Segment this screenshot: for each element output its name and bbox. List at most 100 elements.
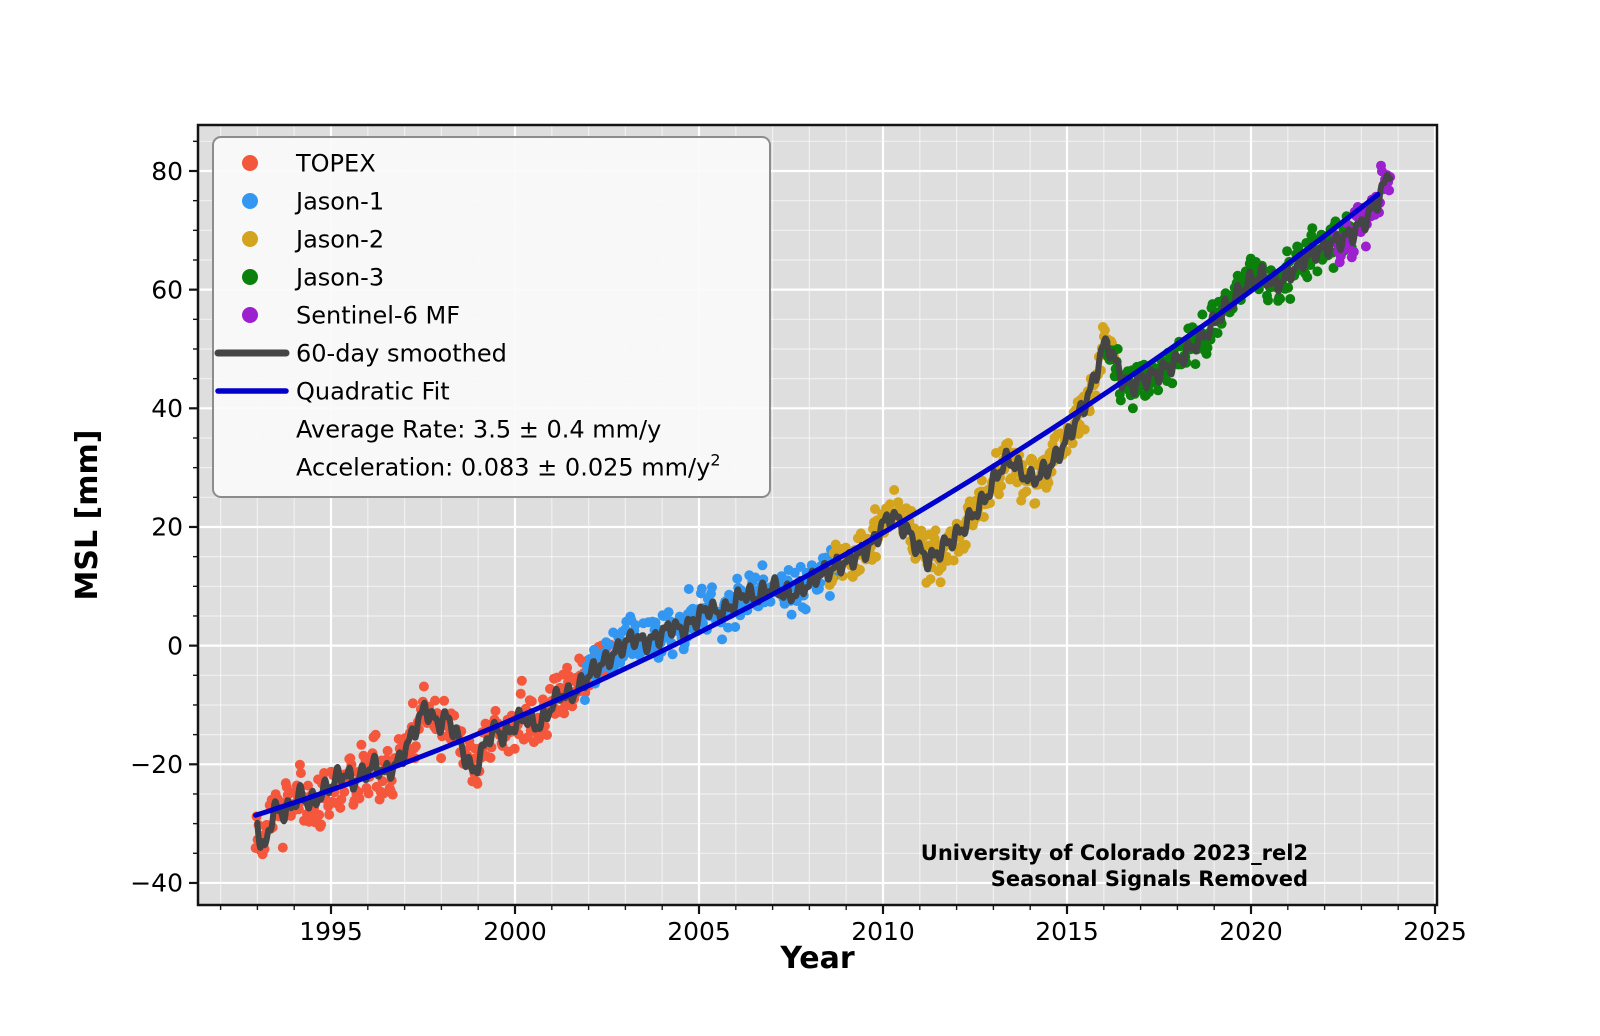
data-point [757, 560, 768, 571]
y-tick-label: −20 [130, 750, 183, 779]
data-point [663, 607, 674, 618]
data-point [407, 698, 418, 709]
data-point [730, 622, 741, 632]
data-point [1263, 295, 1273, 306]
data-point [1202, 342, 1213, 353]
y-tick-label: 20 [151, 513, 183, 542]
legend-item-0: TOPEX [242, 149, 376, 177]
legend-label: TOPEX [295, 149, 376, 177]
data-point [303, 780, 313, 791]
data-point [1285, 294, 1296, 304]
quadratic-fit-line [253, 192, 1381, 818]
data-point [485, 752, 496, 763]
y-tick-label: 60 [151, 275, 183, 304]
data-point [314, 809, 325, 820]
data-point [418, 681, 429, 692]
legend-label: Jason-1 [294, 187, 384, 215]
x-tick-label: 2020 [1219, 917, 1283, 946]
legend-marker-dot [242, 307, 258, 323]
data-point [1197, 309, 1208, 320]
source-annotation-line2: Seasonal Signals Removed [991, 867, 1308, 891]
data-point [786, 609, 797, 620]
data-point [542, 730, 552, 740]
axis-ticks [189, 140, 1437, 914]
legend-marker-dot [242, 155, 258, 171]
x-tick-label: 2015 [1035, 917, 1099, 946]
x-tick-label: 1995 [299, 917, 363, 946]
data-point [1307, 223, 1318, 234]
y-tick-label: 80 [151, 157, 183, 186]
legend-marker-dot [242, 269, 258, 285]
legend-marker-dot [242, 193, 258, 209]
plot-border [196, 123, 1439, 907]
data-point [515, 688, 526, 699]
data-point [339, 786, 350, 797]
data-point [935, 577, 946, 588]
data-point [960, 539, 971, 550]
data-point [630, 620, 641, 630]
source-annotation-line1: University of Colorado 2023_rel2 [921, 841, 1308, 865]
data-point [295, 768, 306, 779]
data-point [870, 504, 880, 515]
data-point [363, 788, 374, 799]
legend-label: Quadratic Fit [296, 377, 450, 405]
data-point [1067, 438, 1078, 449]
data-point [490, 705, 501, 716]
data-point [1021, 486, 1032, 497]
legend: TOPEX Jason-1 Jason-2 Jason-3 Sentinel-6 MF 6… [212, 136, 771, 498]
data-point [948, 555, 959, 566]
data-point [1275, 293, 1286, 304]
x-tick-label: 2005 [667, 917, 731, 946]
data-point [370, 729, 381, 740]
data-point [996, 481, 1007, 491]
data-point [667, 649, 678, 660]
data-point [1282, 246, 1293, 257]
legend-item-4: Sentinel-6 MF [242, 301, 460, 329]
x-tick-label: 2025 [1403, 917, 1467, 946]
data-point [382, 745, 393, 756]
data-point [1115, 395, 1126, 406]
data-point [696, 583, 707, 594]
legend-item-8: Acceleration: 0.083 ± 0.025 mm/y2 [296, 450, 721, 481]
data-point [978, 512, 989, 522]
data-point [1153, 385, 1164, 396]
legend-label: Sentinel-6 MF [296, 301, 460, 329]
data-point [335, 802, 346, 813]
data-point [604, 639, 615, 650]
legend-item-6: Quadratic Fit [215, 377, 450, 405]
data-point [732, 573, 743, 584]
data-point [994, 489, 1004, 500]
data-point [277, 842, 288, 853]
data-point [683, 584, 694, 594]
data-point [294, 759, 305, 770]
data-point [509, 743, 520, 754]
data-point [516, 675, 527, 686]
data-point [316, 819, 327, 830]
data-point [925, 574, 936, 585]
legend-label: Jason-3 [294, 263, 384, 291]
data-point [533, 733, 544, 744]
data-point [885, 499, 896, 510]
data-point [750, 572, 761, 583]
data-point [436, 753, 447, 764]
data-point [1003, 438, 1014, 448]
data-point [1302, 272, 1313, 283]
data-point [430, 695, 440, 706]
data-point [871, 551, 881, 562]
data-point [1099, 325, 1110, 336]
data-point [410, 741, 421, 752]
data-point [356, 739, 367, 750]
data-point [567, 701, 578, 712]
data-point [889, 485, 900, 495]
data-point [472, 778, 483, 789]
y-tick-label: −40 [130, 869, 183, 898]
data-point [1030, 498, 1041, 509]
data-point [439, 695, 450, 706]
data-point [800, 604, 811, 615]
data-point [579, 695, 590, 706]
x-tick-label: 2010 [851, 917, 915, 946]
data-point [324, 809, 335, 820]
legend-label: Average Rate: 3.5 ± 0.4 mm/y [296, 415, 661, 443]
